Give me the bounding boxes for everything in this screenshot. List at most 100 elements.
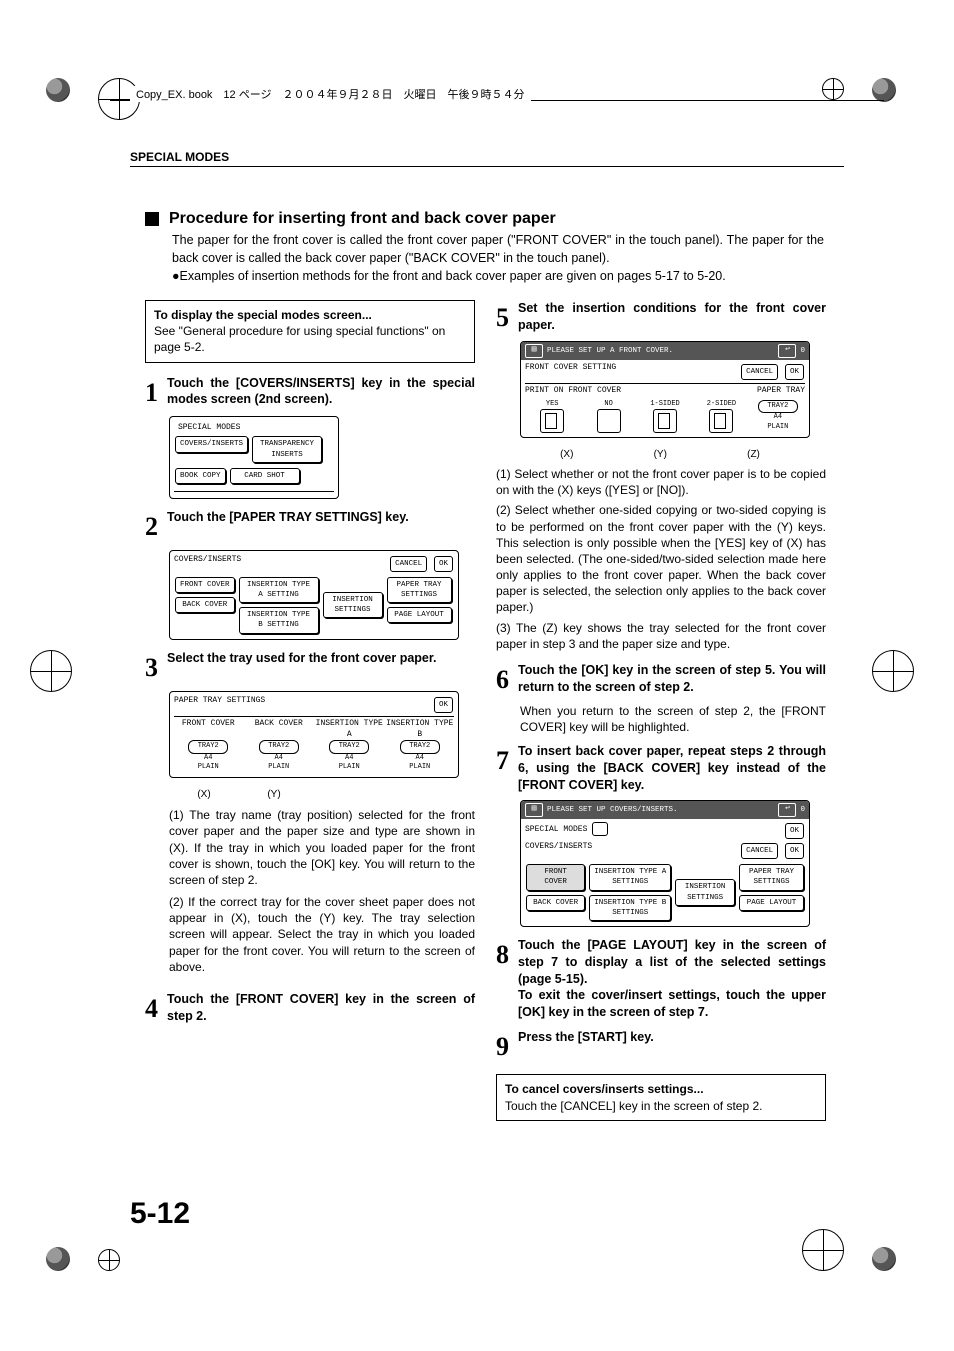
tray-button[interactable]: TRAY2	[329, 740, 369, 753]
step5-note-1: (1) Select whether or not the front cove…	[496, 466, 826, 498]
yes-label: YES	[525, 400, 579, 409]
page-layout-button[interactable]: PAGE LAYOUT	[739, 895, 804, 911]
paper-type: PLAIN	[315, 763, 384, 772]
left-column: To display the special modes screen... S…	[145, 300, 475, 1032]
paper-tray-settings-button[interactable]: PAPER TRAY SETTINGS	[387, 577, 452, 603]
axis-label-y: (Y)	[267, 788, 280, 802]
ok-button[interactable]: OK	[785, 364, 804, 380]
note-title: To cancel covers/inserts settings...	[505, 1081, 817, 1097]
registration-mark-icon	[822, 78, 844, 100]
step-1: 1 Touch the [COVERS/INSERTS] key in the …	[145, 375, 475, 410]
page-number: 5-12	[130, 1197, 190, 1231]
ok-button[interactable]: OK	[785, 823, 804, 839]
step-text: Press the [START] key.	[518, 1029, 826, 1064]
display-modes-note: To display the special modes screen... S…	[145, 300, 475, 363]
paper-size: A4	[751, 413, 805, 422]
axis-label-z: (Z)	[747, 448, 760, 462]
paper-type: PLAIN	[386, 763, 455, 772]
back-cover-button[interactable]: BACK COVER	[175, 597, 235, 613]
intro-bullet: ●Examples of insertion methods for the f…	[172, 268, 824, 286]
step3-note-2: (2) If the correct tray for the cover sh…	[169, 894, 475, 975]
col-header: INSERTION TYPE A	[315, 719, 384, 741]
procedure-heading: Procedure for inserting front and back c…	[145, 210, 556, 228]
no-button[interactable]	[597, 409, 621, 433]
step-number: 5	[496, 300, 518, 335]
registration-mark-icon	[98, 1249, 120, 1271]
ok-button[interactable]: OK	[434, 697, 453, 713]
cancel-button[interactable]: CANCEL	[390, 556, 427, 572]
axis-label-x: (X)	[197, 788, 210, 802]
axis-label-y: (Y)	[654, 448, 667, 462]
insertion-settings-button[interactable]: INSERTION SETTINGS	[323, 592, 383, 618]
insertion-b-button[interactable]: INSERTION TYPE B SETTINGS	[589, 895, 671, 921]
tray-button[interactable]: TRAY2	[758, 400, 798, 413]
step-text: Touch the [OK] key in the screen of step…	[518, 662, 826, 697]
paper-tray-settings-button[interactable]: PAPER TRAY SETTINGS	[739, 864, 804, 890]
intro-paragraph: The paper for the front cover is called …	[172, 232, 824, 267]
two-sided-button[interactable]	[709, 409, 733, 433]
special-modes-screen: SPECIAL MODES COVERS/INSERTS TRANSPARENC…	[169, 416, 339, 499]
front-cover-setting-screen: ▤ PLEASE SET UP A FRONT COVER. ↩ 0 FRONT…	[520, 341, 810, 438]
insertion-b-button[interactable]: INSERTION TYPE B SETTING	[239, 607, 319, 633]
insertion-a-button[interactable]: INSERTION TYPE A SETTINGS	[589, 864, 671, 890]
page-layout-button[interactable]: PAGE LAYOUT	[387, 607, 452, 623]
screen-title: PAPER TRAY SETTINGS	[174, 696, 265, 707]
cancel-button[interactable]: CANCEL	[741, 843, 778, 859]
step-number: 4	[145, 991, 167, 1026]
screen-title: COVERS/INSERTS	[174, 555, 241, 566]
step-2: 2 Touch the [PAPER TRAY SETTINGS] key.	[145, 509, 475, 544]
paper-size: A4	[174, 754, 243, 763]
tray-button[interactable]: TRAY2	[400, 740, 440, 753]
ok-button[interactable]: OK	[785, 843, 804, 859]
registration-mark-icon	[30, 650, 72, 692]
book-copy-button[interactable]: BOOK COPY	[175, 468, 226, 484]
note-body: See "General procedure for using special…	[154, 323, 466, 355]
page: Copy_EX. book 12 ページ ２００４年９月２８日 火曜日 午後９時…	[0, 0, 954, 1351]
step-text: Select the tray used for the front cover…	[167, 650, 475, 685]
step-number: 6	[496, 662, 518, 697]
registration-mark-icon	[802, 1229, 844, 1271]
step5-note-2: (2) Select whether one-sided copying or …	[496, 502, 826, 615]
row-label: FRONT COVER SETTING	[525, 363, 616, 374]
front-cover-button[interactable]: FRONT COVER	[526, 864, 585, 890]
card-shot-button[interactable]: CARD SHOT	[230, 468, 300, 484]
step6-body: When you return to the screen of step 2,…	[520, 703, 826, 735]
paper-type: PLAIN	[245, 763, 314, 772]
col-header: INSERTION TYPE B	[386, 719, 455, 741]
transparency-inserts-button[interactable]: TRANSPARENCY INSERTS	[252, 436, 322, 462]
paper-size: A4	[245, 754, 314, 763]
return-icon[interactable]: ↩	[778, 344, 796, 358]
two-sided-label: 2-SIDED	[694, 400, 748, 409]
ok-button[interactable]: OK	[434, 556, 453, 572]
corner-ball-icon	[872, 1247, 896, 1271]
covers-inserts-button[interactable]: COVERS/INSERTS	[175, 436, 248, 452]
one-sided-button[interactable]	[653, 409, 677, 433]
back-cover-button[interactable]: BACK COVER	[526, 895, 585, 911]
covers-inserts-setup-screen: ▤ PLEASE SET UP COVERS/INSERTS. ↩ 0 SPEC…	[520, 800, 810, 927]
step-9: 9 Press the [START] key.	[496, 1029, 826, 1064]
section-rule	[130, 166, 844, 167]
paper-size: A4	[315, 754, 384, 763]
cancel-button[interactable]: CANCEL	[741, 364, 778, 380]
step-text: Touch the [PAPER TRAY SETTINGS] key.	[167, 509, 475, 544]
col-header: FRONT COVER	[174, 719, 243, 730]
step-5: 5 Set the insertion conditions for the f…	[496, 300, 826, 335]
bullet-square-icon	[145, 212, 159, 226]
step5-note-3: (3) The (Z) key shows the tray selected …	[496, 620, 826, 652]
tray-button[interactable]: TRAY2	[259, 740, 299, 753]
insertion-settings-button[interactable]: INSERTION SETTINGS	[675, 879, 735, 905]
corner-ball-icon	[872, 78, 896, 102]
running-header: Copy_EX. book 12 ページ ２００４年９月２８日 火曜日 午後９時…	[130, 86, 531, 102]
paper-size: A4	[386, 754, 455, 763]
return-icon[interactable]: ↩	[778, 803, 796, 817]
tray-button[interactable]: TRAY2	[188, 740, 228, 753]
note-title: To display the special modes screen...	[154, 307, 466, 323]
step-text: To insert back cover paper, repeat steps…	[518, 743, 826, 794]
step-7: 7 To insert back cover paper, repeat ste…	[496, 743, 826, 794]
sm-icon[interactable]	[592, 822, 608, 836]
counter: 0	[800, 346, 805, 356]
yes-button[interactable]	[540, 409, 564, 433]
covers-inserts-screen: COVERS/INSERTS CANCEL OK FRONT COVER BAC…	[169, 550, 459, 640]
front-cover-button[interactable]: FRONT COVER	[175, 577, 235, 593]
insertion-a-button[interactable]: INSERTION TYPE A SETTING	[239, 577, 319, 603]
